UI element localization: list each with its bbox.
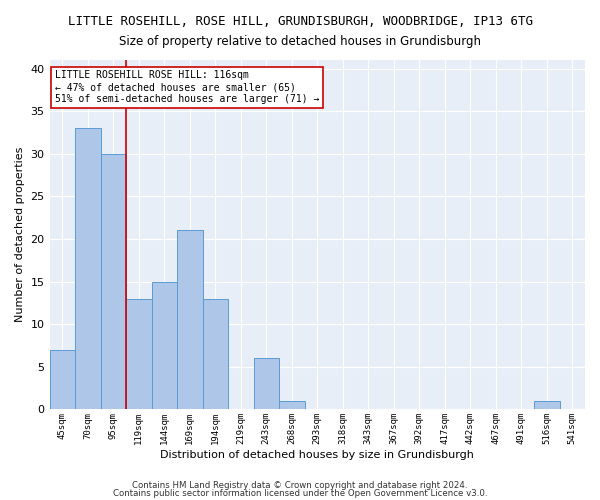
Bar [254, 358, 279, 410]
Text: LITTLE ROSEHILL, ROSE HILL, GRUNDISBURGH, WOODBRIDGE, IP13 6TG: LITTLE ROSEHILL, ROSE HILL, GRUNDISBURGH… [67, 15, 533, 28]
Bar [279, 401, 305, 409]
Bar [177, 230, 203, 410]
Bar [152, 282, 177, 410]
Text: Contains public sector information licensed under the Open Government Licence v3: Contains public sector information licen… [113, 489, 487, 498]
Text: LITTLE ROSEHILL ROSE HILL: 116sqm
← 47% of detached houses are smaller (65)
51% : LITTLE ROSEHILL ROSE HILL: 116sqm ← 47% … [55, 70, 319, 104]
Text: Contains HM Land Registry data © Crown copyright and database right 2024.: Contains HM Land Registry data © Crown c… [132, 480, 468, 490]
Bar [101, 154, 126, 410]
Bar [75, 128, 101, 410]
Bar [534, 401, 560, 409]
Bar [126, 298, 152, 410]
Y-axis label: Number of detached properties: Number of detached properties [15, 147, 25, 322]
Bar [50, 350, 75, 410]
X-axis label: Distribution of detached houses by size in Grundisburgh: Distribution of detached houses by size … [160, 450, 474, 460]
Bar [203, 298, 228, 410]
Text: Size of property relative to detached houses in Grundisburgh: Size of property relative to detached ho… [119, 35, 481, 48]
